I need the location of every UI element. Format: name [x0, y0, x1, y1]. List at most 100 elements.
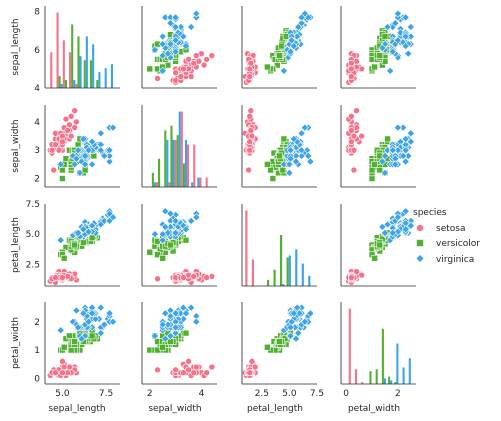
legend-entry-setosa: setosa [416, 224, 465, 234]
hist-bar-sepal-width-versicolor-3 [170, 125, 173, 187]
y-tick-label-sepal-width-1: 3 [34, 146, 40, 156]
point-versicolor-petal-width-vs-sepal-length-34 [66, 332, 73, 340]
point-virginica-sepal-length-vs-petal-length-6 [279, 66, 288, 75]
point-setosa-petal-width-vs-sepal-width-15 [208, 363, 216, 371]
point-virginica-petal-length-vs-petal-width-44 [406, 221, 415, 230]
point-setosa-sepal-length-vs-petal-length-47 [246, 73, 254, 80]
point-setosa-sepal-length-vs-sepal-width-47 [177, 73, 185, 80]
hist-bar-sepal-width-versicolor-0 [151, 172, 154, 187]
point-setosa-sepal-length-vs-sepal-width-41 [154, 75, 161, 82]
point-virginica-petal-width-vs-sepal-length-29 [96, 329, 105, 338]
x-tick-label-sepal-width-0: 2 [147, 389, 153, 399]
hist-bar-petal-width-setosa-0 [348, 308, 351, 384]
point-versicolor-petal-width-vs-petal-length-49 [276, 338, 283, 345]
point-setosa-sepal-width-vs-petal-width-48 [348, 127, 355, 134]
hist-bar-petal-width-versicolor-6 [388, 376, 391, 384]
hist-bar-sepal-width-setosa-1 [155, 182, 159, 187]
hist-bar-petal-length-virginica-7 [295, 249, 298, 286]
x-axis-label-petal-width: petal_width [348, 404, 400, 414]
point-virginica-petal-width-vs-sepal-width-29 [171, 329, 180, 338]
y-axis-label-sepal-length: sepal_length [11, 18, 21, 75]
point-virginica-sepal-width-vs-petal-width-45 [401, 146, 410, 155]
hist-bar-sepal-length-setosa-3 [69, 52, 72, 88]
point-versicolor-petal-width-vs-sepal-length-48 [60, 343, 68, 351]
hist-bar-sepal-length-virginica-6 [92, 44, 95, 88]
point-setosa-sepal-length-vs-sepal-width-15 [208, 52, 216, 59]
hist-bar-sepal-length-virginica-9 [110, 64, 114, 88]
legend-marker-versicolor [416, 239, 424, 247]
legend-entry-virginica: virginica [415, 254, 474, 265]
point-virginica-sepal-width-vs-sepal-length-9 [96, 129, 105, 138]
panel-petal-length-vs-petal-length [241, 204, 317, 287]
panel-sepal-width-vs-sepal-width [141, 105, 217, 188]
point-virginica-petal-length-vs-petal-width-34 [378, 222, 387, 231]
x-tick-label-petal-width-1: 2 [395, 389, 401, 399]
point-virginica-sepal-length-vs-petal-length-48 [289, 42, 298, 51]
y-tick-label-sepal-length-2: 8 [34, 8, 40, 18]
hist-bar-sepal-width-versicolor-1 [158, 158, 161, 187]
point-virginica-petal-width-vs-sepal-width-32 [166, 312, 175, 321]
point-virginica-petal-length-vs-petal-width-31 [393, 213, 402, 222]
point-versicolor-petal-length-vs-sepal-length-49 [71, 241, 78, 249]
point-setosa-petal-width-vs-sepal-width-40 [185, 366, 192, 374]
panel-sepal-length-vs-sepal-width [141, 6, 217, 89]
point-virginica-sepal-length-vs-petal-width-6 [386, 66, 395, 75]
point-virginica-petal-width-vs-sepal-width-19 [150, 331, 159, 340]
y-tick-label-petal-width-0: 0 [34, 374, 40, 384]
point-setosa-sepal-width-vs-sepal-length-45 [55, 146, 63, 154]
point-virginica-petal-width-vs-sepal-width-48 [181, 309, 190, 318]
point-virginica-petal-width-vs-sepal-width-45 [171, 309, 180, 318]
point-virginica-sepal-length-vs-petal-width-29 [383, 22, 392, 32]
point-virginica-sepal-width-vs-sepal-length-46 [81, 160, 90, 169]
point-virginica-sepal-width-vs-petal-length-6 [279, 160, 288, 169]
x-axis-label-sepal-width: sepal_width [148, 404, 201, 414]
point-setosa-sepal-length-vs-petal-width-49 [348, 65, 355, 73]
point-virginica-sepal-width-vs-petal-width-49 [388, 146, 397, 155]
point-setosa-petal-length-vs-sepal-width-33 [203, 274, 210, 281]
point-versicolor-sepal-width-vs-sepal-length-10 [59, 175, 66, 182]
x-tick-label-sepal-length-0: 5.0 [55, 389, 70, 399]
point-setosa-petal-length-vs-petal-width-44 [353, 268, 360, 275]
point-setosa-sepal-width-vs-petal-width-33 [348, 113, 355, 120]
point-virginica-sepal-width-vs-petal-width-19 [380, 168, 389, 177]
point-setosa-sepal-length-vs-sepal-width-33 [203, 56, 210, 63]
hist-bar-sepal-length-virginica-5 [85, 36, 88, 88]
y-axis-label-sepal-width: sepal_width [11, 119, 21, 172]
point-virginica-petal-length-vs-sepal-length-49 [74, 228, 83, 237]
point-virginica-sepal-width-vs-sepal-length-42 [72, 154, 81, 163]
point-virginica-sepal-width-vs-petal-length-49 [286, 146, 295, 155]
point-versicolor-sepal-width-vs-petal-length-49 [276, 152, 283, 160]
hist-bar-petal-width-virginica-8 [402, 367, 405, 384]
hist-bar-sepal-width-virginica-0 [153, 182, 156, 187]
point-virginica-petal-width-vs-sepal-width-49 [171, 323, 180, 332]
point-virginica-petal-width-vs-sepal-length-33 [81, 331, 90, 340]
hist-bar-sepal-width-setosa-6 [187, 144, 190, 187]
hist-bar-sepal-length-setosa-2 [62, 40, 65, 88]
point-versicolor-petal-length-vs-sepal-width-43 [154, 251, 161, 258]
point-setosa-petal-length-vs-sepal-length-49 [59, 274, 66, 281]
point-setosa-sepal-width-vs-sepal-length-18 [71, 124, 78, 131]
hist-bar-sepal-width-virginica-3 [172, 139, 175, 187]
hist-bar-sepal-length-setosa-0 [50, 52, 53, 88]
point-virginica-petal-width-vs-petal-length-34 [292, 334, 301, 343]
point-setosa-petal-width-vs-petal-length-49 [246, 369, 254, 376]
point-virginica-petal-length-vs-sepal-length-47 [84, 227, 93, 236]
hist-bar-petal-length-setosa-0 [245, 210, 248, 286]
point-setosa-sepal-width-vs-petal-width-41 [350, 166, 358, 174]
legend-label-virginica: virginica [436, 255, 474, 265]
point-versicolor-sepal-length-vs-petal-width-49 [376, 52, 384, 59]
hist-bar-sepal-width-versicolor-2 [164, 130, 167, 187]
point-setosa-sepal-length-vs-sepal-width-49 [180, 65, 187, 73]
hist-bar-sepal-width-virginica-2 [166, 139, 169, 187]
point-virginica-petal-length-vs-sepal-length-35 [105, 216, 114, 225]
point-versicolor-sepal-width-vs-petal-length-43 [267, 166, 274, 174]
point-virginica-petal-width-vs-sepal-width-33 [166, 331, 175, 340]
point-setosa-sepal-width-vs-petal-width-45 [350, 146, 358, 154]
point-setosa-petal-width-vs-sepal-width-41 [154, 366, 161, 374]
point-virginica-sepal-width-vs-sepal-length-29 [96, 146, 105, 155]
legend-marker-setosa [416, 224, 424, 232]
point-setosa-petal-length-vs-sepal-width-41 [154, 275, 161, 283]
point-setosa-sepal-width-vs-petal-width-40 [350, 132, 358, 140]
